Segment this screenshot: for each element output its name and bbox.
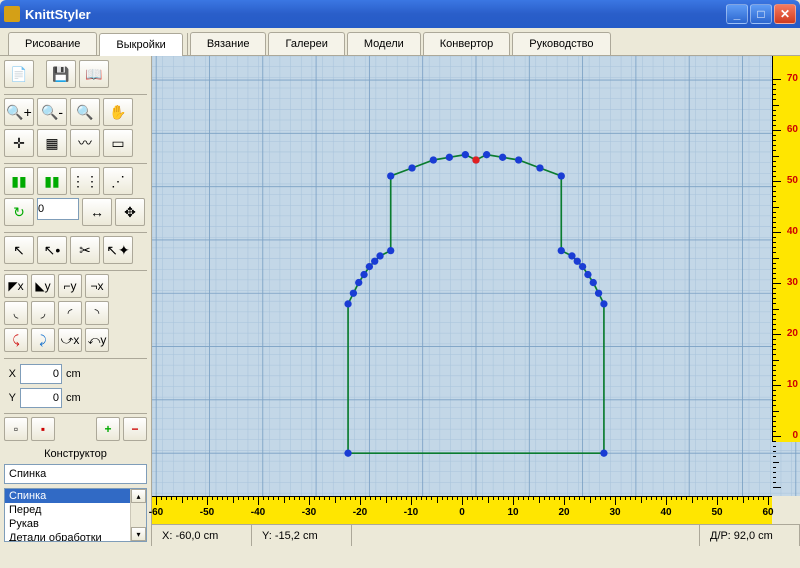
minimize-button[interactable]: _	[726, 4, 748, 24]
zoom-out-button[interactable]: 🔍-	[37, 98, 67, 126]
horizontal-ruler: -60-50-40-30-20-100102030405060	[152, 496, 772, 524]
arc-2-button[interactable]: ⤸	[31, 328, 55, 352]
status-bar: X: -60,0 cm Y: -15,2 cm Д/Р: 92,0 cm	[152, 524, 800, 546]
curve-4-button[interactable]: ◝	[85, 301, 109, 325]
piece-name-input[interactable]	[4, 464, 147, 484]
new-file-button[interactable]: 📄	[4, 60, 34, 88]
grid-button[interactable]: ▦	[37, 129, 67, 157]
piece-a-button[interactable]: ▮▮	[4, 167, 34, 195]
y-label: Y	[4, 392, 16, 404]
list-item[interactable]: Спинка	[5, 489, 146, 503]
move-button[interactable]: ✥	[115, 198, 145, 226]
constructor-label: Конструктор	[4, 444, 147, 464]
zoom-in-button[interactable]: 🔍+	[4, 98, 34, 126]
status-x: X: -60,0 cm	[152, 525, 252, 546]
minus-button[interactable]: −	[123, 417, 147, 441]
piece-b-button[interactable]: ▮▮	[37, 167, 67, 195]
list-item[interactable]: Детали обработки	[5, 531, 146, 542]
x-label: X	[4, 368, 16, 380]
select-point-button[interactable]: ↖•	[37, 236, 67, 264]
rotate-button[interactable]: ↻	[4, 198, 34, 226]
status-dr: Д/Р: 92,0 cm	[700, 525, 800, 546]
tool-sidebar: 📄 💾 📖 🔍+ 🔍- 🔍 ✋ ✛ ▦ 〰 ▭ ▮▮ ▮▮ ⋮⋮ ⋰ ↻	[0, 56, 152, 546]
corner-4-button[interactable]: ¬x	[85, 274, 109, 298]
close-button[interactable]: ✕	[774, 4, 796, 24]
curve-3-button[interactable]: ◜	[58, 301, 82, 325]
arc-1-button[interactable]: ⤹	[4, 328, 28, 352]
y-input[interactable]	[20, 388, 62, 408]
vertical-ruler: 010203040506070	[772, 56, 800, 442]
app-title: KnittStyler	[25, 7, 724, 22]
arc-4-button[interactable]: ⤺y	[85, 328, 109, 352]
x-unit: cm	[66, 368, 81, 380]
arc-3-button[interactable]: ⤻x	[58, 328, 82, 352]
maximize-button[interactable]: □	[750, 4, 772, 24]
status-y: Y: -15,2 cm	[252, 525, 352, 546]
corner-1-button[interactable]: ◤x	[4, 274, 28, 298]
lasso-button[interactable]: ▪	[31, 417, 55, 441]
shape-button[interactable]: ▭	[103, 129, 133, 157]
save-button[interactable]: 💾	[46, 60, 76, 88]
tab-converter[interactable]: Конвертор	[423, 32, 510, 55]
tab-drawing[interactable]: Рисование	[8, 32, 97, 55]
grid	[152, 56, 800, 496]
curve-button[interactable]: 〰	[70, 129, 100, 157]
list-item[interactable]: Рукав	[5, 517, 146, 531]
marquee-button[interactable]: ▫	[4, 417, 28, 441]
tab-knitting[interactable]: Вязание	[190, 32, 267, 55]
list-item[interactable]: Перед	[5, 503, 146, 517]
size-icon[interactable]: ↔	[82, 198, 112, 226]
menu-tabs: Рисование Выкройки Вязание Галереи Модел…	[0, 28, 800, 56]
pieces-listbox[interactable]: Спинка Перед Рукав Детали обработки ▴▾	[4, 488, 147, 542]
plus-button[interactable]: +	[96, 417, 120, 441]
points-b-button[interactable]: ⋰	[103, 167, 133, 195]
drawing-canvas[interactable]: 010203040506070	[152, 56, 800, 496]
app-icon	[4, 6, 20, 22]
help-button[interactable]: 📖	[79, 60, 109, 88]
list-scrollbar[interactable]: ▴▾	[130, 489, 146, 541]
title-bar: KnittStyler _ □ ✕	[0, 0, 800, 28]
tab-patterns[interactable]: Выкройки	[99, 33, 182, 56]
crosshair-button[interactable]: ✛	[4, 129, 34, 157]
zoom-fit-button[interactable]: 🔍	[70, 98, 100, 126]
rotate-stepper[interactable]	[37, 198, 79, 220]
tab-models[interactable]: Модели	[347, 32, 421, 55]
x-input[interactable]	[20, 364, 62, 384]
cut-button[interactable]: ✂	[70, 236, 100, 264]
corner-3-button[interactable]: ⌐y	[58, 274, 82, 298]
points-a-button[interactable]: ⋮⋮	[70, 167, 100, 195]
pan-button[interactable]: ✋	[103, 98, 133, 126]
tab-manual[interactable]: Руководство	[512, 32, 610, 55]
curve-1-button[interactable]: ◟	[4, 301, 28, 325]
corner-2-button[interactable]: ◣y	[31, 274, 55, 298]
edit-point-button[interactable]: ↖✦	[103, 236, 133, 264]
tab-galleries[interactable]: Галереи	[268, 32, 344, 55]
y-unit: cm	[66, 392, 81, 404]
select-arrow-button[interactable]: ↖	[4, 236, 34, 264]
curve-2-button[interactable]: ◞	[31, 301, 55, 325]
